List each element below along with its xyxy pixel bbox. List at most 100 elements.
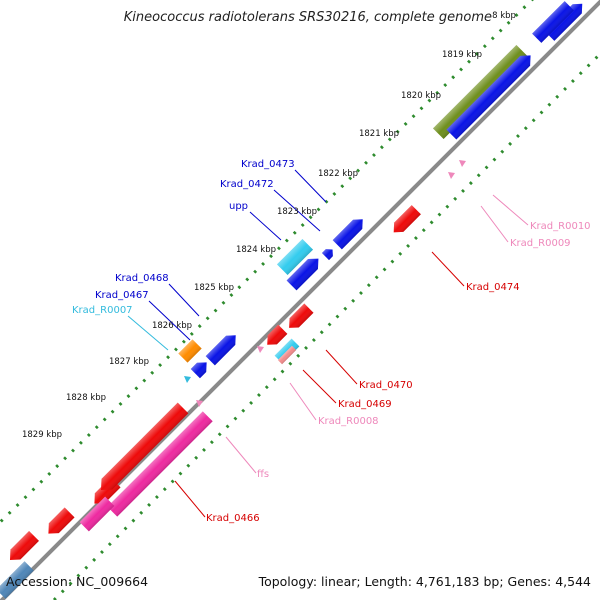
- leader-line-krad-0469: [302, 369, 337, 404]
- trna-krad-r0009[interactable]: [448, 172, 455, 179]
- leader-line-krad-r0007: [127, 315, 169, 351]
- leader-line-krad-r0010: [492, 194, 529, 226]
- gene-upper-topright[interactable]: [545, 0, 587, 41]
- leader-line-krad-0468: [168, 283, 200, 317]
- gene-krad-0473-shade: [332, 219, 363, 250]
- gene-krad-0468-shade: [205, 335, 236, 366]
- leader-line-krad-r0008: [289, 382, 317, 421]
- gene-krad-0469-rrna-shade: [277, 345, 297, 365]
- gene-krad-0470[interactable]: [285, 303, 314, 333]
- gene-label-krad-0470[interactable]: Krad_0470: [359, 380, 413, 391]
- gene-krad-0469-rrna[interactable]: [277, 345, 297, 365]
- gene-blue-long-upper-shade: [446, 55, 531, 140]
- leader-line-upp: [249, 211, 282, 241]
- genome-title: Kineococcus radiotolerans SRS30216, comp…: [123, 10, 492, 25]
- accession-text: Accession: NC_009664: [6, 574, 149, 589]
- tick-label-1829-kbp: 1829 kbp: [22, 430, 62, 440]
- gene-red-left-c-shade: [9, 531, 39, 561]
- gene-krad-0474[interactable]: [389, 205, 421, 237]
- upper-ruler-track: [0, 0, 534, 525]
- leader-line-krad-0470: [325, 349, 358, 385]
- tick-label-1821-kbp: 1821 kbp: [359, 129, 399, 139]
- gene-red-left-b[interactable]: [43, 507, 75, 538]
- gene-upp[interactable]: [276, 238, 314, 276]
- gene-olive-shade: [432, 44, 528, 140]
- gene-krad-0474-shade: [393, 205, 421, 233]
- tick-label-1822-kbp: 1822 kbp: [318, 169, 358, 179]
- gene-olive[interactable]: [432, 44, 528, 140]
- leader-line-krad-r0009: [480, 205, 509, 243]
- gene-krad-0470-shade: [289, 303, 314, 328]
- gene-krad-0467[interactable]: [178, 339, 202, 363]
- lower-ruler-track: [52, 52, 600, 600]
- trna-krad-r0007[interactable]: [184, 376, 191, 383]
- gene-upper-small-blue-shade: [190, 362, 207, 379]
- tick-label-1819-kbp: 1819 kbp: [442, 50, 482, 60]
- gene-label-krad-0473[interactable]: Krad_0473: [241, 159, 295, 170]
- trna-krad-r0008[interactable]: [257, 346, 264, 353]
- tick-label-1818-kbp: 8 kbp: [492, 11, 516, 21]
- gene-label-krad-r0008[interactable]: Krad_R0008: [318, 416, 379, 427]
- gene-label-krad-0468[interactable]: Krad_0468: [115, 273, 169, 284]
- trna-krad-r0010[interactable]: [459, 160, 466, 167]
- gene-ffs-region[interactable]: [107, 411, 213, 517]
- gene-krad-0472-shade: [321, 249, 333, 261]
- gene-krad-0473[interactable]: [332, 215, 368, 250]
- gene-label-krad-0469[interactable]: Krad_0469: [338, 399, 392, 410]
- gene-blue-upper-mid[interactable]: [286, 254, 324, 291]
- gene-label-upp[interactable]: upp: [229, 201, 248, 212]
- gene-label-krad-r0009[interactable]: Krad_R0009: [510, 238, 571, 249]
- gene-red-lower-small[interactable]: [263, 324, 288, 350]
- gene-label-krad-r0007[interactable]: Krad_R0007: [72, 305, 133, 316]
- leader-line-krad-0473: [294, 169, 327, 203]
- gene-krad-0468[interactable]: [205, 331, 241, 366]
- tick-label-1825-kbp: 1825 kbp: [194, 283, 234, 293]
- gene-krad-0467-shade: [178, 339, 202, 363]
- tick-label-1824-kbp: 1824 kbp: [236, 245, 276, 255]
- gene-label-krad-0466[interactable]: Krad_0466: [206, 513, 260, 524]
- gene-red-left-b-shade: [48, 507, 75, 534]
- label-leader-lines: [127, 169, 529, 518]
- gene-red-left-c[interactable]: [5, 531, 39, 565]
- gene-krad-0472[interactable]: [321, 246, 336, 261]
- gene-krad-0466-shade: [100, 402, 189, 491]
- tick-label-1823-kbp: 1823 kbp: [277, 207, 317, 217]
- gene-tracks: [0, 0, 587, 599]
- gene-blue-corner[interactable]: [532, 1, 574, 43]
- gene-upper-small-blue[interactable]: [190, 358, 212, 379]
- leader-line-ffs: [225, 436, 257, 474]
- gene-pink-lower-left[interactable]: [79, 496, 115, 532]
- leader-line-krad-0467: [148, 300, 191, 341]
- tick-label-1826-kbp: 1826 kbp: [152, 321, 192, 331]
- gene-label-krad-r0010[interactable]: Krad_R0010: [530, 221, 591, 232]
- gene-label-ffs[interactable]: ffs: [257, 469, 269, 480]
- tick-label-1820-kbp: 1820 kbp: [401, 91, 441, 101]
- gene-label-krad-0467[interactable]: Krad_0467: [95, 290, 149, 301]
- gene-blue-long-upper[interactable]: [446, 50, 535, 140]
- gene-red-lower-small-shade: [267, 324, 288, 345]
- gene-steel-bottomleft[interactable]: [0, 561, 34, 599]
- gene-krad-0466[interactable]: [96, 402, 189, 496]
- gene-steel-bottomleft-shade: [0, 561, 34, 599]
- gene-pink-lower-left-shade: [79, 496, 115, 532]
- trna-ffs[interactable]: [196, 400, 203, 407]
- genome-summary-text: Topology: linear; Length: 4,761,183 bp; …: [258, 574, 591, 589]
- leader-line-krad-0474: [431, 251, 465, 287]
- leader-line-krad-0472: [273, 189, 321, 232]
- gene-upp-shade: [276, 238, 314, 276]
- gene-label-krad-0472[interactable]: Krad_0472: [220, 179, 274, 190]
- tick-label-1828-kbp: 1828 kbp: [66, 393, 106, 403]
- kbp-tick-labels: 8 kbp 1819 kbp 1820 kbp 1821 kbp 1822 kbp 182…: [22, 11, 516, 440]
- gene-blue-upper-mid-shade: [286, 258, 319, 291]
- gene-upper-topright-shade: [545, 3, 583, 41]
- leader-line-krad-0466: [174, 480, 206, 518]
- gene-label-krad-0474[interactable]: Krad_0474: [466, 282, 520, 293]
- tick-label-1827-kbp: 1827 kbp: [109, 357, 149, 367]
- gene-blue-corner-shade: [532, 1, 574, 43]
